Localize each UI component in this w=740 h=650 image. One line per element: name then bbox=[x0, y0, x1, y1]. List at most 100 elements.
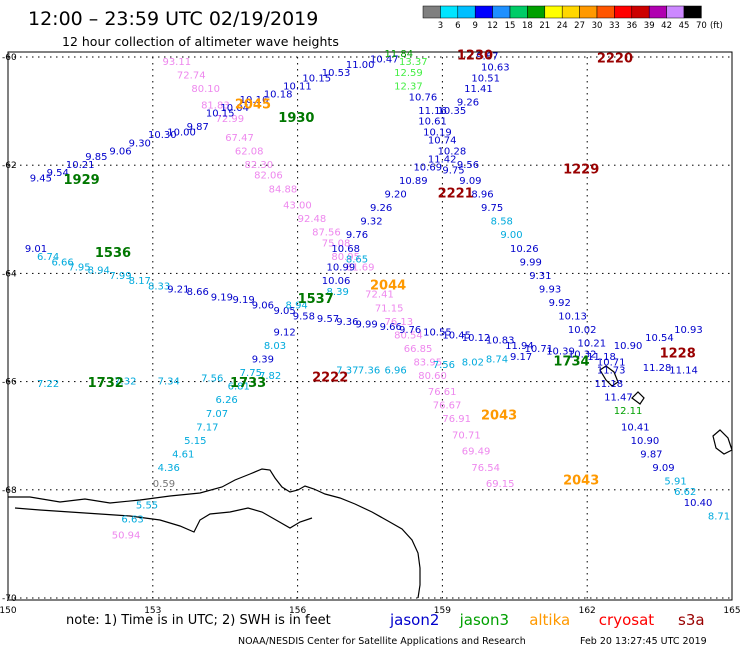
footer-note: note: 1) Time is in UTC; 2) SWH is in fe… bbox=[66, 613, 331, 628]
wave-height-value: 9.00 bbox=[500, 230, 522, 241]
pass-time-label: 2220 bbox=[597, 51, 633, 66]
wave-height-value: 10.06 bbox=[322, 276, 351, 287]
wave-height-value: 9.45 bbox=[30, 173, 52, 184]
wave-height-value: 72.74 bbox=[177, 71, 206, 82]
wave-height-value: 10.40 bbox=[684, 498, 713, 509]
wave-height-value: 11.94 bbox=[505, 341, 534, 352]
wave-height-value: 62.08 bbox=[235, 146, 264, 157]
lat-tick-label: -68 bbox=[2, 486, 17, 496]
wave-height-value: 76.67 bbox=[433, 401, 462, 412]
wave-height-value: 10.76 bbox=[409, 92, 438, 103]
wave-height-value: 10.68 bbox=[331, 244, 360, 255]
wave-height-value: 9.12 bbox=[273, 328, 295, 339]
wave-height-value: 9.05 bbox=[273, 306, 295, 317]
wave-height-value: 11.18 bbox=[587, 352, 616, 363]
wave-height-value: 6.74 bbox=[37, 252, 59, 263]
credit-text: NOAA/NESDIS Center for Satellite Applica… bbox=[238, 636, 526, 647]
wave-height-value: 9.99 bbox=[520, 257, 542, 268]
island-outline bbox=[599, 365, 619, 387]
legend-swatch bbox=[614, 5, 633, 19]
wave-height-value: 75.08 bbox=[322, 238, 351, 249]
wave-height-value: 10.53 bbox=[322, 68, 351, 79]
wave-height-value: 8.94 bbox=[88, 265, 110, 276]
wave-height-value: 11.14 bbox=[669, 365, 698, 376]
island-outline bbox=[712, 429, 733, 455]
wave-height-value: 8.03 bbox=[264, 341, 286, 352]
wave-height-value: 9.19 bbox=[211, 292, 233, 303]
wave-height-value: 76.61 bbox=[428, 387, 457, 398]
wave-height-value: 10.69 bbox=[413, 163, 442, 174]
wave-height-values: 93.11 72.74 80.10 81.83 72.99 67.47 62.08 82.30… bbox=[25, 49, 730, 541]
wave-height-value: 9.92 bbox=[549, 298, 571, 309]
wave-height-value: 9.66 bbox=[380, 322, 402, 333]
pass-time-label: 2044 bbox=[370, 279, 406, 294]
legend-tick-label: 21 bbox=[539, 21, 550, 31]
wave-height-value: 9.75 bbox=[481, 203, 503, 214]
legend-tick-label: 3 bbox=[438, 21, 443, 31]
pass-time-label: 2043 bbox=[481, 408, 517, 423]
pass-time-label: 1732 bbox=[88, 376, 124, 391]
wave-height-value: 9.75 bbox=[442, 165, 464, 176]
wave-height-value: 10.21 bbox=[66, 160, 95, 171]
wave-height-value: 7.56 bbox=[433, 360, 455, 371]
legend-tick-label: 12 bbox=[487, 21, 498, 31]
wave-height-value: 10.00 bbox=[167, 127, 196, 138]
generated-timestamp: Feb 20 13:27:45 UTC 2019 bbox=[580, 636, 707, 647]
wave-height-value: 70.71 bbox=[452, 430, 481, 441]
wave-height-value: 8.17 bbox=[129, 276, 151, 287]
coastline-path bbox=[14, 507, 313, 533]
wave-height-value: 10.90 bbox=[614, 341, 643, 352]
lon-tick-label: 162 bbox=[579, 606, 596, 616]
wave-height-value: 9.76 bbox=[399, 325, 421, 336]
legend-swatch bbox=[648, 5, 667, 19]
lat-tick-label: -60 bbox=[2, 53, 17, 63]
wave-height-value: 10.89 bbox=[399, 176, 428, 187]
wave-height-value: 72.99 bbox=[216, 114, 245, 125]
pass-time-label: 1536 bbox=[95, 246, 131, 261]
wave-height-value: 10.93 bbox=[674, 325, 703, 336]
wave-height-value: 10.32 bbox=[568, 349, 597, 360]
wave-height-value: 66.85 bbox=[404, 344, 433, 355]
pass-time-label: 2045 bbox=[235, 97, 271, 112]
wave-height-value: 9.21 bbox=[167, 284, 189, 295]
wave-height-value: 10.71 bbox=[597, 357, 626, 368]
wave-height-value: 10.41 bbox=[621, 422, 650, 433]
legend-tick-label: 18 bbox=[522, 21, 533, 31]
wave-height-value: 7.36 bbox=[358, 365, 380, 376]
graticule: -60 -62 -64 -66 -68 -70 150 153 156 159 162 165 bbox=[0, 53, 740, 616]
wave-height-value: 8.96 bbox=[471, 190, 493, 201]
lat-tick-label: -64 bbox=[2, 269, 17, 279]
wave-height-value: 7.07 bbox=[206, 409, 228, 420]
satellite-key: jason2 jason3 altika cryosat s3a bbox=[389, 611, 705, 629]
wave-height-value: 82.30 bbox=[245, 160, 274, 171]
wave-height-value: 10.74 bbox=[428, 136, 457, 147]
wave-height-value: 10.28 bbox=[438, 146, 467, 157]
legend-swatch bbox=[440, 5, 459, 19]
wave-height-value: 9.93 bbox=[539, 284, 561, 295]
wave-height-value: 8.71 bbox=[708, 512, 730, 523]
wave-height-value: 12.37 bbox=[394, 81, 423, 92]
pass-time-label: 1733 bbox=[230, 376, 266, 391]
wave-height-value: 76.54 bbox=[471, 463, 500, 474]
satellite-name: s3a bbox=[678, 611, 705, 629]
wave-height-value: 4.36 bbox=[158, 463, 180, 474]
wave-height-value: 5.55 bbox=[136, 501, 158, 512]
wave-height-value: 6.66 bbox=[51, 257, 73, 268]
lon-tick-label: 156 bbox=[289, 606, 306, 616]
pass-time-label: 1930 bbox=[278, 111, 314, 126]
wave-height-value: 9.76 bbox=[346, 230, 368, 241]
wave-height-value: 10.45 bbox=[442, 330, 471, 341]
map-frame bbox=[7, 51, 733, 601]
legend-tick-label: 33 bbox=[609, 21, 620, 31]
wave-height-value: 9.31 bbox=[529, 271, 551, 282]
wave-height-value: 5.15 bbox=[184, 436, 206, 447]
wave-height-value: 93.11 bbox=[162, 57, 191, 68]
wave-height-value: 13.37 bbox=[399, 57, 428, 68]
wave-height-value: 10.55 bbox=[423, 328, 452, 339]
wave-height-value: 69.49 bbox=[462, 447, 491, 458]
pass-time-label: 2222 bbox=[312, 371, 348, 386]
wave-height-value: 9.26 bbox=[457, 98, 479, 109]
pass-time-label: 1929 bbox=[64, 173, 100, 188]
wave-height-value: 10.99 bbox=[327, 263, 356, 274]
